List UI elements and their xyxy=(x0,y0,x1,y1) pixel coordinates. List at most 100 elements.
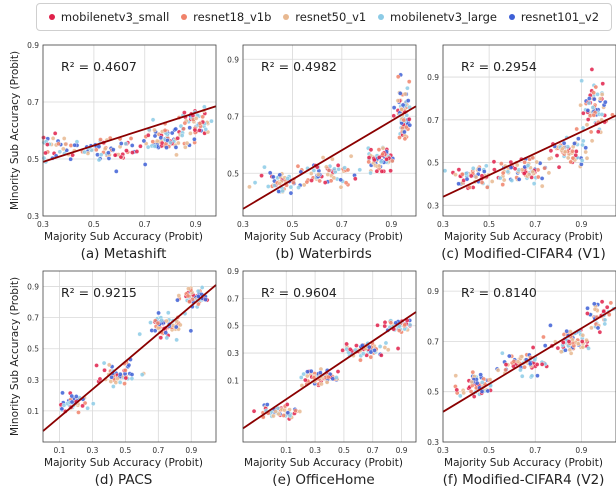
scatter-point xyxy=(61,136,67,141)
scatter-point xyxy=(456,167,462,172)
scatter-point xyxy=(542,343,548,348)
scatter-point xyxy=(535,373,540,378)
scatter-point xyxy=(478,372,483,377)
scatter-point xyxy=(574,149,579,154)
scatter-point xyxy=(293,408,298,414)
scatter-point xyxy=(152,127,157,133)
scatter-point xyxy=(326,168,332,173)
scatter-point xyxy=(335,163,341,168)
y-tick-label: 0.9 xyxy=(227,55,239,64)
scatter-point xyxy=(505,169,511,175)
y-tick-label: 0.3 xyxy=(27,376,39,385)
scatter-point xyxy=(469,379,474,385)
y-tick-label: 0.7 xyxy=(227,294,239,303)
scatter-point xyxy=(499,161,504,166)
scatter-point xyxy=(182,110,187,115)
scatter-point xyxy=(383,340,389,346)
scatter-point xyxy=(397,91,403,96)
scatter-point xyxy=(336,166,342,172)
scatter-point xyxy=(532,357,538,363)
scatter-point xyxy=(583,149,588,155)
scatter-point xyxy=(401,117,407,123)
scatter-point xyxy=(376,163,382,169)
scatter-point xyxy=(570,155,576,161)
scatter-point xyxy=(197,121,203,126)
scatter-point xyxy=(196,294,201,299)
x-tick-label: 0.7 xyxy=(139,220,151,229)
scatter-point xyxy=(487,377,493,382)
scatter-point xyxy=(117,380,123,385)
scatter-point xyxy=(265,184,271,189)
scatter-point xyxy=(604,304,610,310)
scatter-point xyxy=(560,146,565,152)
scatter-point xyxy=(374,168,380,174)
scatter-point xyxy=(164,145,169,150)
scatter-point xyxy=(97,376,103,382)
scatter-point xyxy=(468,389,474,394)
scatter-point xyxy=(405,98,411,103)
subplot: 0.3 0.5 0.7 0.9 0.3 0.5 0.7 0.9 R² = 0.8140 Major… xyxy=(427,270,616,488)
scatter-point xyxy=(597,329,603,335)
scatter-point xyxy=(603,99,608,105)
scatter-point xyxy=(96,157,102,163)
scatter-point xyxy=(519,167,525,173)
x-tick-label: 0.1 xyxy=(54,446,66,455)
scatter-point xyxy=(382,323,388,329)
subplot-caption: (e) OfficeHome xyxy=(272,472,374,488)
scatter-point xyxy=(348,153,354,159)
scatter-point xyxy=(395,98,401,103)
scatter-point xyxy=(130,150,135,155)
scatter-point xyxy=(138,143,143,149)
scatter-point xyxy=(196,301,201,307)
scatter-point xyxy=(485,388,491,394)
scatter-point xyxy=(126,362,132,368)
scatter-point xyxy=(503,362,509,367)
x-axis-label: Majority Sub Accuracy (Probit) xyxy=(244,231,403,243)
scatter-point xyxy=(535,167,541,173)
x-tick-label: 0.9 xyxy=(385,220,397,229)
scatter-point xyxy=(574,126,579,132)
y-tick-label: 0.7 xyxy=(427,116,439,125)
x-tick-label: 0.5 xyxy=(483,220,495,229)
scatter-point xyxy=(501,177,507,183)
scatter-point xyxy=(366,155,372,160)
scatter-point xyxy=(573,152,579,158)
scatter-point xyxy=(150,117,156,123)
scatter-point xyxy=(164,335,170,341)
subplot: 0.3 0.5 0.7 0.9 0.5 0.7 0.9 R² = 0.4982 Majority… xyxy=(227,44,417,262)
scatter-point xyxy=(252,180,258,185)
scatter-point xyxy=(297,409,303,414)
scatter-point xyxy=(563,347,568,353)
scatter-point xyxy=(150,139,156,144)
scatter-point xyxy=(295,163,301,169)
scatter-point xyxy=(309,178,314,183)
scatter-point xyxy=(195,288,201,294)
subplot-caption: (b) Waterbirds xyxy=(275,246,372,262)
y-tick-label: 0.3 xyxy=(27,212,39,221)
legend-marker xyxy=(48,14,55,20)
scatter-point xyxy=(347,347,353,352)
y-tick-label: 0.9 xyxy=(427,287,439,296)
scatter-point xyxy=(584,155,590,161)
scatter-point xyxy=(199,285,205,290)
scatter-point xyxy=(85,405,90,411)
scatter-point xyxy=(284,402,290,407)
scatter-point xyxy=(530,155,536,161)
scatter-point xyxy=(546,156,552,162)
scatter-point xyxy=(583,145,589,151)
plot-frame xyxy=(242,44,417,217)
scatter-point xyxy=(407,322,413,328)
scatter-point xyxy=(539,183,545,189)
scatter-point xyxy=(106,362,112,368)
scatter-point xyxy=(360,351,366,356)
scatter-point xyxy=(509,178,515,183)
scatter-point xyxy=(285,410,291,416)
scatter-point xyxy=(491,159,497,165)
scatter-point xyxy=(45,142,50,147)
scatter-point xyxy=(272,183,277,188)
legend-marker xyxy=(283,14,290,20)
scatter-point xyxy=(163,330,169,336)
legend-marker xyxy=(378,14,385,20)
scatter-point xyxy=(578,102,583,108)
scatter-point xyxy=(69,399,75,405)
